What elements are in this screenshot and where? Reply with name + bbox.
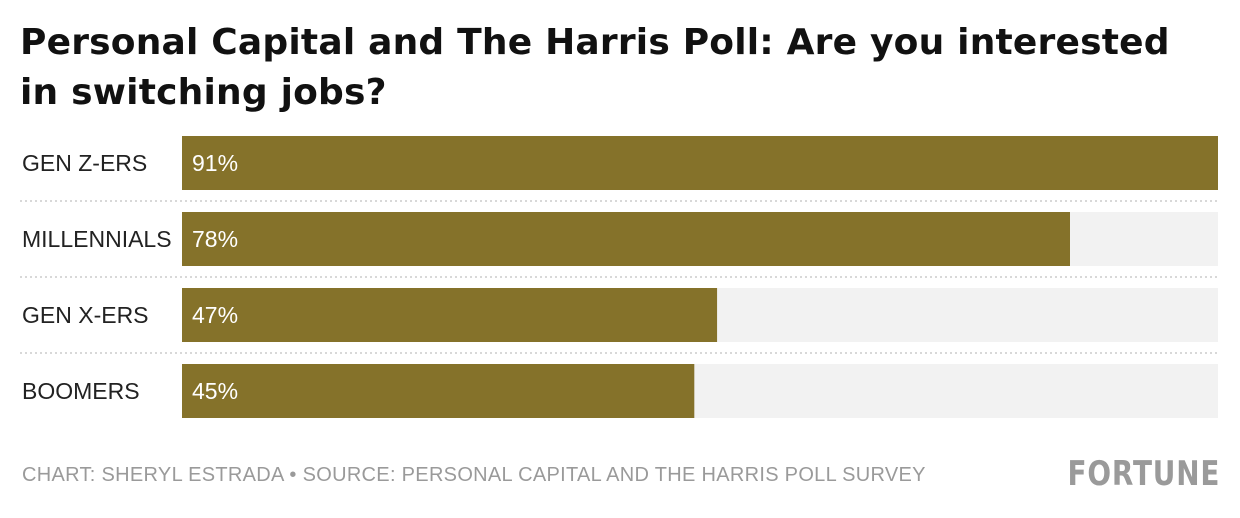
category-label: GEN Z-ERS bbox=[22, 150, 147, 176]
bar bbox=[182, 136, 1218, 190]
bar bbox=[182, 364, 695, 418]
category-label: MILLENNIALS bbox=[22, 226, 172, 252]
data-label: 47% bbox=[192, 302, 238, 328]
bar bbox=[182, 212, 1070, 266]
category-label: BOOMERS bbox=[22, 378, 140, 404]
bar bbox=[182, 288, 718, 342]
data-label: 45% bbox=[192, 378, 238, 404]
fortune-logo: FORTUNE bbox=[1067, 454, 1220, 494]
chart-credit: CHART: SHERYL ESTRADA • SOURCE: PERSONAL… bbox=[22, 464, 926, 486]
data-label: 91% bbox=[192, 150, 238, 176]
data-label: 78% bbox=[192, 226, 238, 252]
chart-title: Personal Capital and The Harris Poll: Ar… bbox=[20, 22, 1170, 113]
category-label: GEN X-ERS bbox=[22, 302, 149, 328]
